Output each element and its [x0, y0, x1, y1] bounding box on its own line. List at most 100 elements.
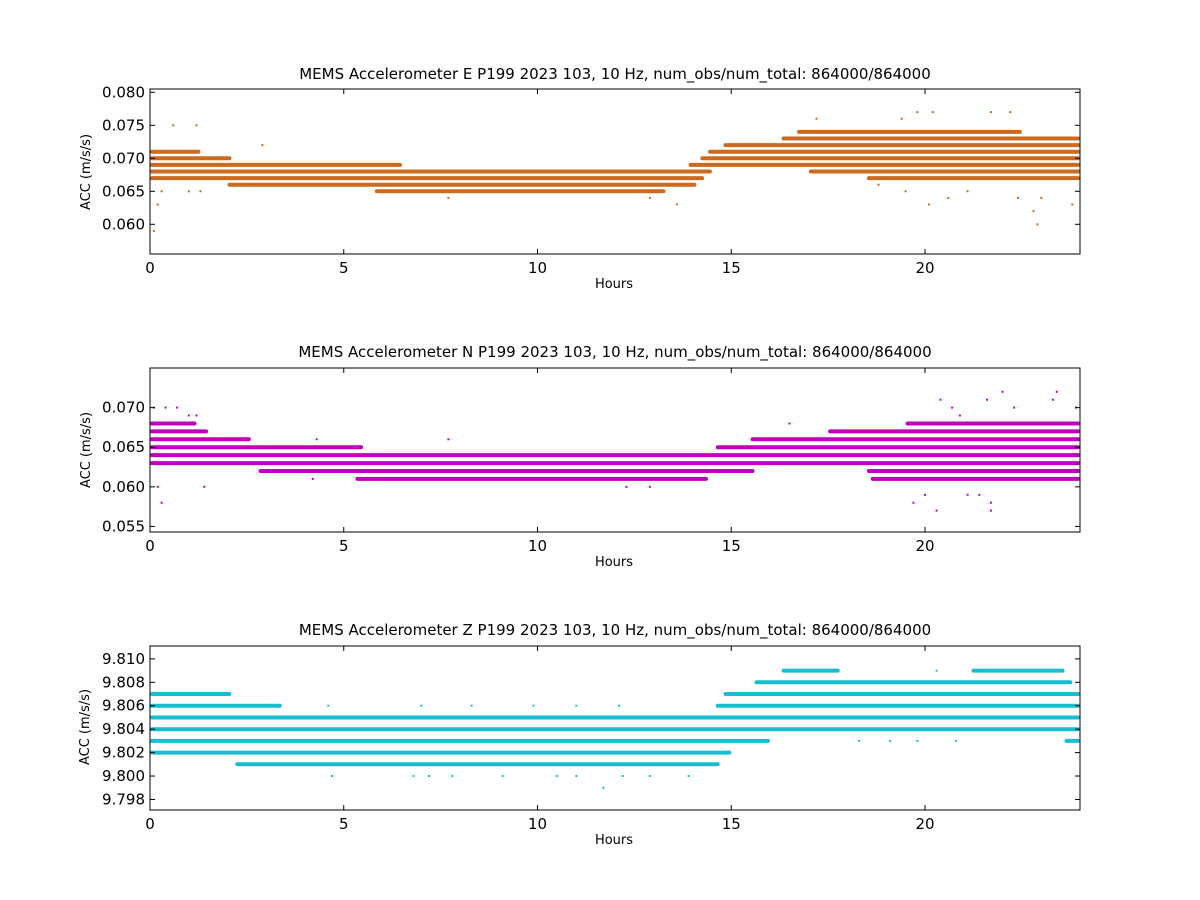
data-point — [986, 398, 988, 401]
data-band — [870, 476, 1081, 481]
data-band — [374, 189, 666, 194]
data-band — [150, 703, 282, 708]
data-band — [258, 469, 755, 473]
data-point — [315, 438, 318, 441]
x-axis-label: Hours — [595, 277, 633, 292]
data-point — [311, 477, 314, 480]
data-point — [648, 196, 651, 199]
data-band — [971, 668, 1065, 673]
data-point — [261, 144, 264, 147]
data-point — [877, 183, 880, 186]
data-band — [227, 182, 697, 187]
data-band — [150, 176, 705, 181]
data-point — [935, 509, 938, 512]
x-tick-label: 15 — [722, 815, 741, 833]
data-band — [355, 476, 708, 481]
chart-title: MEMS Accelerometer Z P199 2023 103, 10 H… — [299, 621, 931, 640]
data-point — [470, 704, 473, 707]
data-band — [150, 445, 364, 450]
data-point — [172, 124, 175, 127]
y-tick-label: 0.070 — [102, 399, 145, 417]
data-point — [428, 775, 430, 777]
data-point — [152, 229, 155, 232]
data-point — [931, 111, 934, 114]
data-band — [808, 169, 1081, 174]
data-point — [412, 775, 415, 777]
data-band — [150, 738, 770, 743]
data-point — [1032, 210, 1035, 213]
data-band — [797, 129, 1022, 134]
data-marks — [150, 111, 1081, 232]
data-point — [989, 509, 992, 512]
data-point — [1051, 398, 1054, 401]
data-band — [150, 727, 1080, 732]
plot-frame — [149, 367, 1081, 533]
data-point — [676, 203, 678, 206]
data-point — [203, 485, 206, 488]
y-tick-label: 0.080 — [102, 83, 145, 101]
y-axis-label: ACC (m/s/s) — [78, 689, 93, 765]
y-tick-label: 0.060 — [102, 215, 145, 233]
data-band — [150, 453, 1080, 458]
data-band — [1064, 738, 1080, 743]
data-point — [788, 422, 791, 425]
x-tick-label: 20 — [915, 259, 934, 277]
data-point — [575, 775, 578, 777]
data-band — [150, 715, 1080, 720]
data-point — [199, 190, 202, 193]
data-point — [989, 111, 992, 114]
x-tick-label: 20 — [915, 537, 934, 555]
data-point — [187, 414, 190, 417]
data-band — [150, 169, 712, 174]
data-band — [754, 680, 1073, 685]
data-point — [935, 669, 938, 672]
chart-panel-z: MEMS Accelerometer Z P199 2023 103, 10 H… — [78, 621, 1081, 848]
chart-panel-n: MEMS Accelerometer N P199 2023 103, 10 H… — [79, 343, 1081, 570]
data-point — [447, 438, 450, 441]
chart-panel-e: MEMS Accelerometer E P199 2023 103, 10 H… — [79, 65, 1081, 292]
data-band — [700, 156, 1081, 161]
data-point — [1036, 223, 1039, 226]
data-band — [723, 143, 1080, 148]
data-point — [924, 493, 926, 496]
data-band — [866, 176, 1080, 181]
data-band — [866, 469, 1080, 473]
y-tick-label: 9.798 — [102, 790, 145, 808]
data-point — [916, 739, 919, 742]
data-point — [648, 485, 651, 488]
data-point — [164, 406, 167, 409]
data-point — [815, 117, 818, 120]
axis-ticks: 0 5 10 15 20 0.060 0.065 0.070 0.075 0.080 — [102, 83, 1080, 277]
data-point — [889, 739, 892, 742]
data-point — [989, 501, 992, 504]
data-point — [958, 414, 961, 417]
data-band — [905, 421, 1080, 426]
data-band — [781, 668, 840, 673]
data-band — [828, 429, 1080, 434]
data-point — [900, 117, 903, 120]
y-axis-label: ACC (m/s/s) — [79, 412, 94, 488]
y-tick-label: 9.810 — [102, 650, 145, 668]
data-point — [951, 406, 954, 409]
y-tick-label: 9.802 — [102, 744, 145, 762]
data-point — [1055, 390, 1058, 393]
data-marks — [150, 668, 1081, 789]
x-axis-label: Hours — [595, 555, 633, 570]
y-tick-label: 0.070 — [102, 149, 145, 167]
data-point — [947, 196, 950, 199]
axis-ticks: 0 5 10 15 20 9.798 9.800 9.802 9.804 9.806 9.808 9.… — [102, 646, 1080, 833]
data-point — [916, 111, 919, 114]
x-tick-label: 0 — [145, 537, 155, 555]
x-tick-label: 10 — [528, 815, 547, 833]
x-tick-label: 15 — [722, 537, 741, 555]
data-band — [150, 429, 209, 434]
data-point — [195, 414, 198, 417]
data-point — [621, 775, 624, 777]
data-point — [532, 704, 535, 707]
data-band — [150, 461, 1080, 466]
data-point — [428, 190, 430, 193]
data-band — [715, 703, 1081, 708]
x-axis-label: Hours — [595, 833, 633, 848]
x-tick-label: 0 — [145, 815, 155, 833]
data-point — [575, 704, 578, 707]
